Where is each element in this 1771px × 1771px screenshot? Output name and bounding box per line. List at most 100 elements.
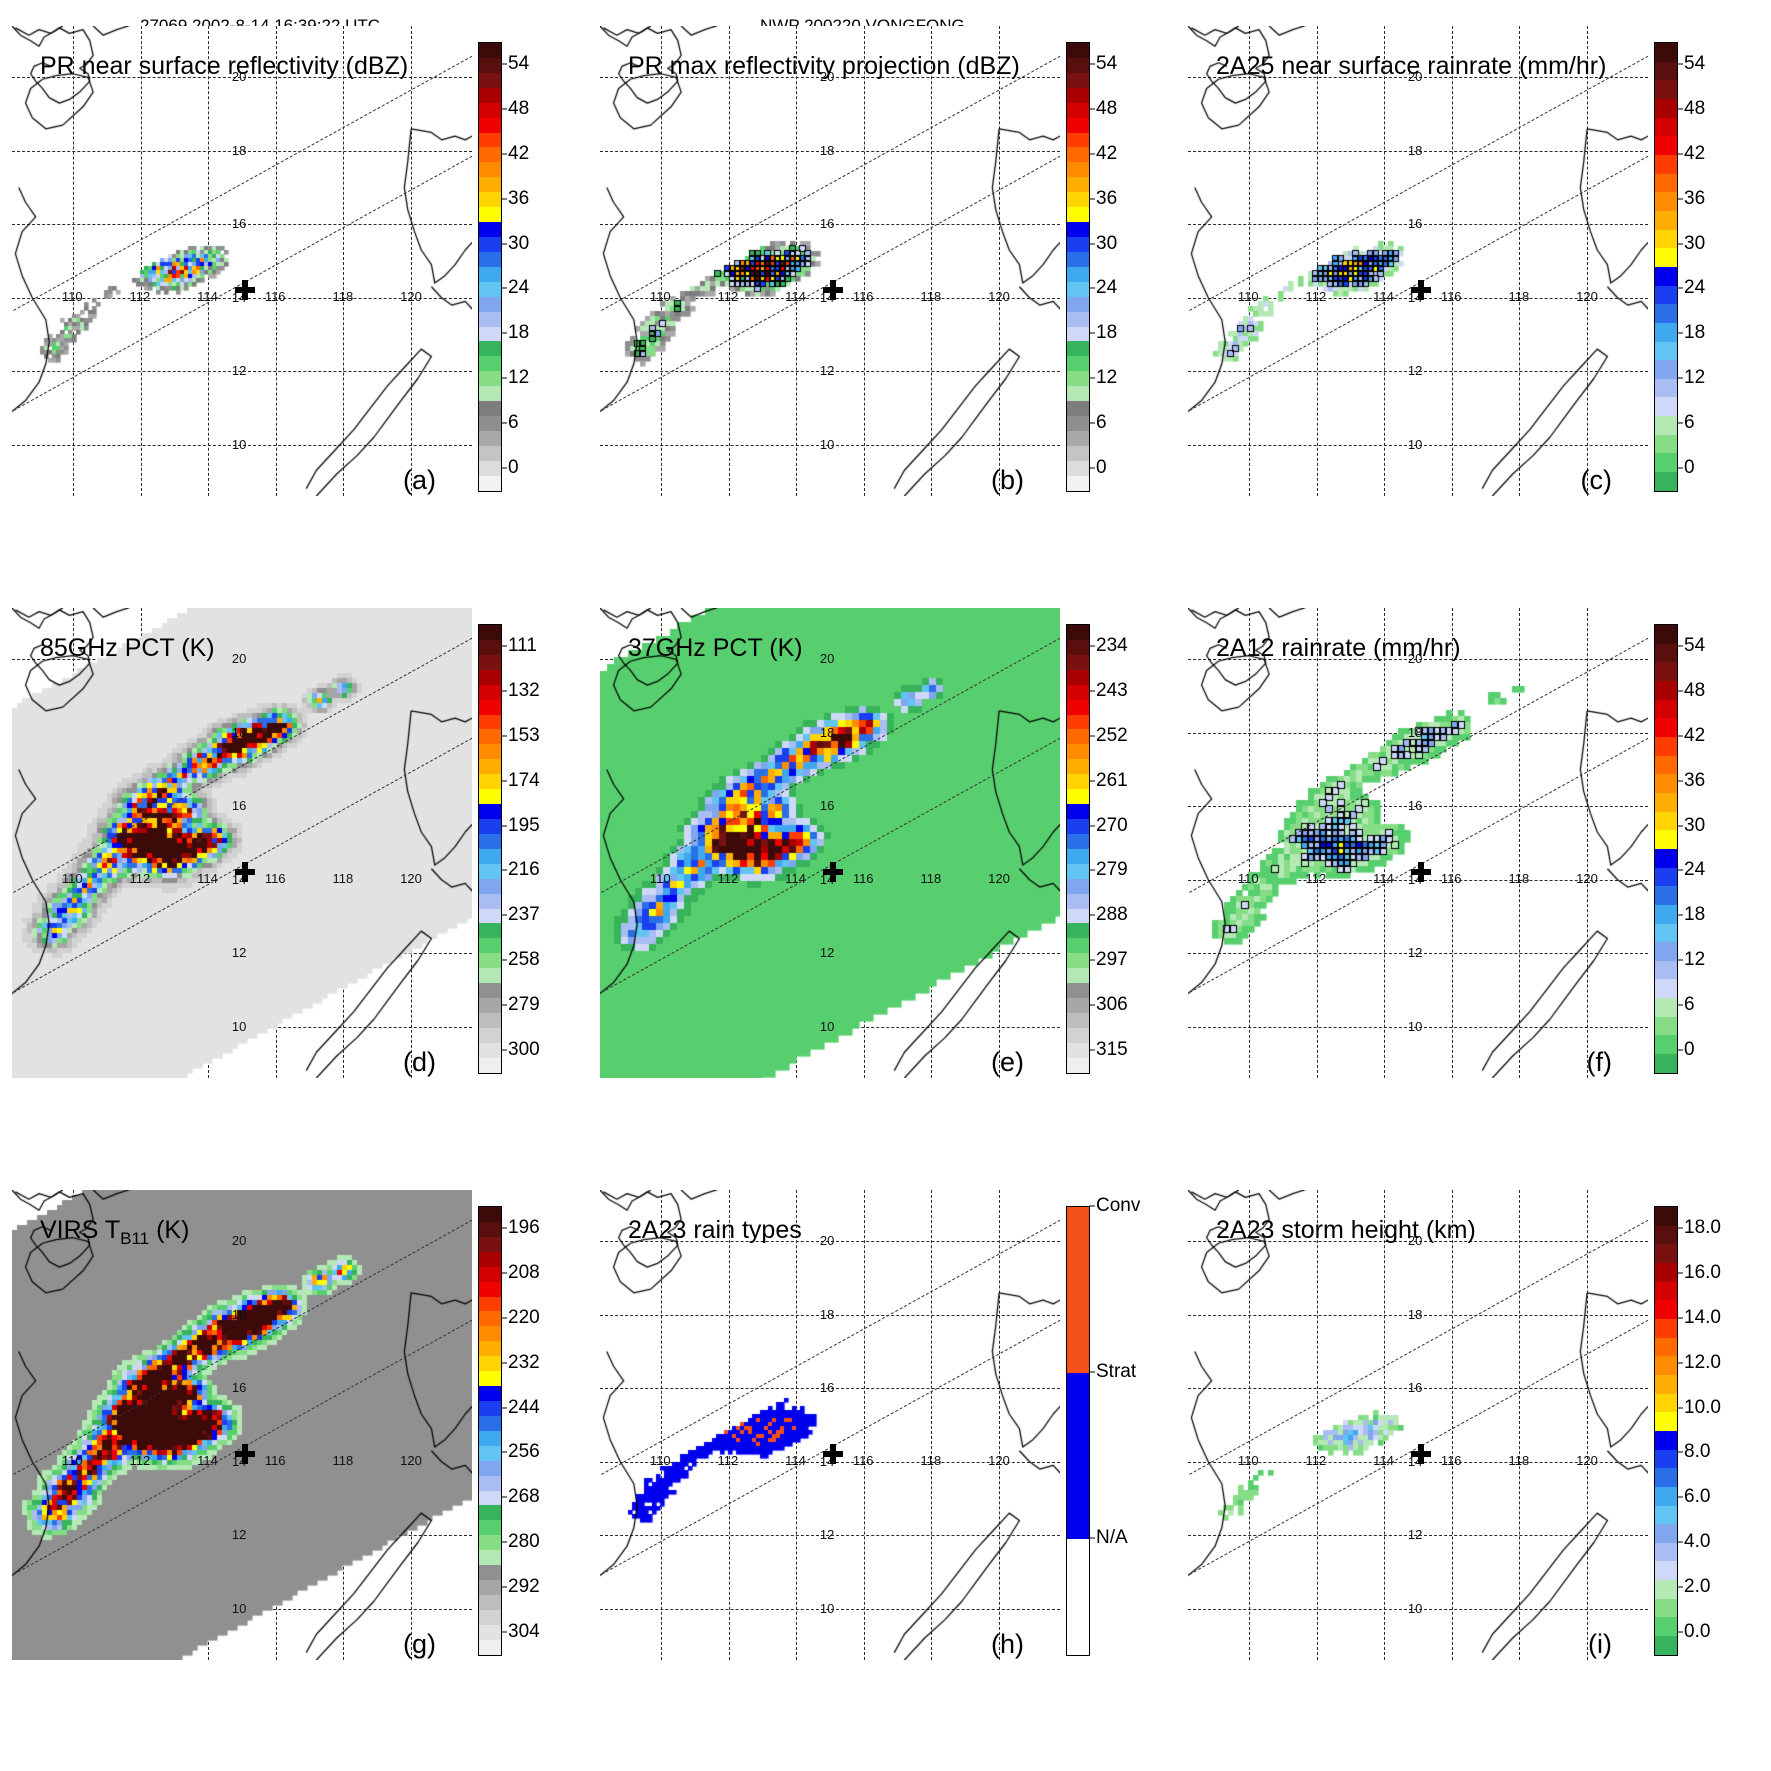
lat-label-18: 18	[819, 142, 835, 158]
lat-label-12: 12	[231, 363, 247, 379]
map-b[interactable]: 110 112 114 116 118 120 10 12 14 16 18 20	[600, 26, 1060, 496]
lat-label-20: 20	[231, 651, 247, 667]
colorbar-tick-label: 42	[508, 143, 530, 164]
colorbar-tickmark	[1089, 1004, 1095, 1006]
lon-label-118: 118	[1508, 288, 1530, 304]
colorbar-segment	[479, 162, 501, 178]
colorbar-segment	[479, 147, 501, 163]
lat-label-18: 18	[231, 724, 247, 740]
colorbar-segment	[1067, 983, 1089, 999]
colorbar-tickmark	[1089, 377, 1095, 379]
coastline-g	[12, 1190, 472, 1660]
colorbar-f[interactable]	[1654, 624, 1678, 1074]
colorbar-segment	[1655, 1207, 1677, 1226]
colorbar-tick-label: 4.0	[1684, 1531, 1711, 1552]
colorbar-segment	[1067, 953, 1089, 969]
map-a[interactable]: 110 112 114 116 118 120 10 12 14 16 18 20	[12, 26, 472, 496]
colorbar-segment	[479, 192, 501, 208]
colorbar-segment	[479, 416, 501, 431]
colorbar-segment	[1067, 281, 1089, 297]
colorbar-segment	[479, 57, 501, 73]
colorbar-d[interactable]	[478, 624, 502, 1074]
colorbar-segment	[1067, 669, 1089, 685]
colorbar-tickmark	[501, 1407, 507, 1409]
colorbar-tick-label: 244	[508, 1396, 540, 1418]
lon-label-110: 110	[61, 288, 83, 304]
map-d[interactable]: 110 112 114 116 118 120 10 12 14 16 18 20	[12, 608, 472, 1078]
panel-i: 110 112 114 116 118 120 10 12 14 16 18 20 2A23 storm…	[1188, 1182, 1721, 1672]
colorbar-a[interactable]	[478, 42, 502, 492]
coastline-d	[12, 608, 472, 1078]
lat-label-16: 16	[1407, 1380, 1423, 1396]
colorbar-h[interactable]	[1066, 1206, 1090, 1656]
colorbar-segment	[479, 430, 501, 446]
map-h[interactable]: 110 112 114 116 118 120 10 12 14 16 18 20	[600, 1190, 1060, 1660]
colorbar-tickmark	[501, 1541, 507, 1543]
colorbar-tickmark	[501, 1049, 507, 1051]
colorbar-tick-label: 18	[1096, 322, 1118, 344]
colorbar-segment	[1655, 80, 1677, 99]
colorbar-b[interactable]	[1066, 42, 1090, 492]
colorbar-segment	[479, 87, 501, 103]
colorbar-segment	[1067, 475, 1089, 491]
panel-c: 110 112 114 116 118 120 10 12 14 16 18 20 2A25 near …	[1188, 18, 1705, 508]
colorbar-tickmark	[1677, 825, 1683, 827]
colorbar-e[interactable]	[1066, 624, 1090, 1074]
colorbar-segment	[1655, 680, 1677, 700]
colorbar-tickmark	[1089, 690, 1095, 692]
colorbar-tick-label: 30	[1684, 232, 1706, 254]
colorbar-segment	[1655, 360, 1677, 379]
colorbar-segment	[479, 908, 501, 924]
colorbar-i[interactable]	[1654, 1206, 1678, 1656]
colorbar-segment	[479, 1296, 501, 1312]
lon-label-116: 116	[1440, 870, 1462, 886]
colorbar-segment	[1655, 1412, 1677, 1431]
map-g[interactable]: 110 112 114 116 118 120 10 12 14 16 18 20	[12, 1190, 472, 1660]
colorbar-tick-label: 54	[1096, 53, 1118, 75]
lat-label-18: 18	[1407, 724, 1423, 740]
colorbar-tick-label: 12	[508, 367, 530, 388]
colorbar-tickmark	[1677, 1496, 1683, 1498]
colorbar-segment	[479, 818, 501, 834]
lon-label-114: 114	[1373, 870, 1394, 886]
colorbar-tick-label: 24	[508, 277, 530, 299]
colorbar-segment	[1067, 759, 1089, 775]
colorbar-segment	[1067, 684, 1089, 700]
colorbar-segment	[1655, 774, 1677, 793]
colorbar-segment	[1067, 804, 1089, 819]
colorbar-c[interactable]	[1654, 42, 1678, 492]
colorbar-tick-label: 24	[1684, 859, 1706, 881]
map-e[interactable]: 110 112 114 116 118 120 10 12 14 16 18 20	[600, 608, 1060, 1078]
lon-label-120: 120	[988, 870, 1010, 886]
colorbar-tickmark	[1089, 1205, 1095, 1207]
colorbar-tick-label: 132	[508, 680, 540, 702]
colorbar-g[interactable]	[478, 1206, 502, 1656]
colorbar-tick-label: 237	[508, 904, 540, 926]
colorbar-tickmark	[501, 1272, 507, 1274]
colorbar-ticks-e: 234 243 252 261 270 279 288 297 306 315	[1089, 624, 1149, 1072]
storm-center-marker	[1411, 1444, 1432, 1465]
map-c[interactable]: 110 112 114 116 118 120 10 12 14 16 18 20	[1188, 26, 1648, 496]
colorbar-segment	[479, 1550, 501, 1566]
colorbar-segment	[1655, 1468, 1677, 1487]
colorbar-segment	[1067, 460, 1089, 476]
colorbar-tick-label: 232	[508, 1351, 540, 1373]
colorbar-segment	[479, 1236, 501, 1252]
storm-center-marker	[235, 862, 256, 883]
colorbar-tick-label: 6	[1684, 993, 1695, 1015]
map-i[interactable]: 110 112 114 116 118 120 10 12 14 16 18 20	[1188, 1190, 1648, 1660]
storm-center-marker	[1411, 862, 1432, 883]
colorbar-tickmark	[1089, 243, 1095, 245]
panel-g: 110 112 114 116 118 120 10 12 14 16 18 20 VIRS TB11 …	[12, 1182, 540, 1672]
lon-label-116: 116	[264, 870, 286, 886]
lon-label-116: 116	[264, 288, 286, 304]
colorbar-segment	[1655, 1430, 1677, 1450]
colorbar-tick-label: 18.0	[1684, 1217, 1721, 1239]
map-f[interactable]: 110 112 114 116 118 120 10 12 14 16 18 20	[1188, 608, 1648, 1078]
colorbar-tick-label: 0	[1684, 456, 1695, 478]
colorbar-segment	[1655, 718, 1677, 737]
colorbar-tickmark	[1089, 1049, 1095, 1051]
colorbar-tickmark	[501, 243, 507, 245]
colorbar-segment	[479, 744, 501, 760]
colorbar-segment	[1067, 1027, 1089, 1043]
